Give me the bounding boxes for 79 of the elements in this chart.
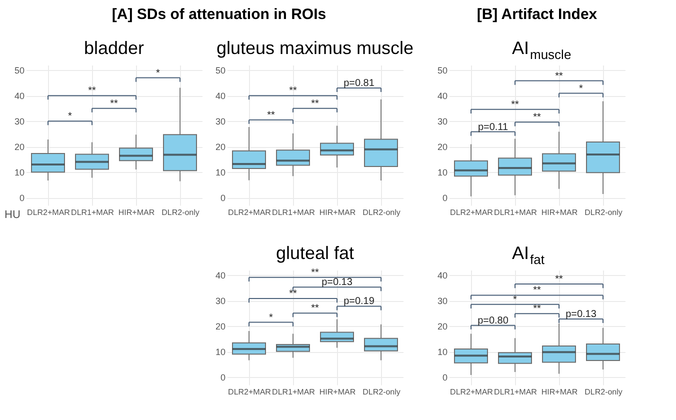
annotation: p=0.13 xyxy=(322,277,353,288)
annotation: ** xyxy=(289,86,297,97)
y-tick-label: 10 xyxy=(437,347,448,358)
x-tick-label: DLR2-only xyxy=(584,387,622,396)
x-tick-label: DLR2-only xyxy=(162,208,200,217)
x-tick-label: HIR+MAR xyxy=(118,208,155,217)
y-tick-label: 20 xyxy=(215,322,226,332)
x-tick-label: HIR+MAR xyxy=(541,208,578,217)
x-tick-label: HIR+MAR xyxy=(319,208,356,217)
annotation: * xyxy=(269,312,274,324)
x-tick-label: DLR2+MAR xyxy=(27,208,70,217)
annotation: ** xyxy=(511,99,519,110)
x-tick-label: DLR2-only xyxy=(362,208,400,217)
annotation: p=0.80 xyxy=(478,315,509,326)
text: [B] Artifact Index xyxy=(476,6,598,23)
y-tick-label: 50 xyxy=(14,66,24,76)
annotation: ** xyxy=(555,70,563,82)
y-tick-label: 10 xyxy=(14,168,24,178)
annotation: p=0.19 xyxy=(344,296,375,308)
y-tick-label: 40 xyxy=(14,91,24,102)
x-tick-label: DLR2+MAR xyxy=(450,208,494,217)
annotation: ** xyxy=(88,86,96,97)
annotation: ** xyxy=(311,303,319,314)
y-axis-title: HU xyxy=(4,208,20,221)
y-tick-label: 30 xyxy=(215,296,226,306)
y-tick-label: 50 xyxy=(437,66,448,76)
y-tick-label: 30 xyxy=(14,116,24,127)
x-tick-label: DLR2+MAR xyxy=(450,387,494,396)
y-tick-label: 0 xyxy=(220,372,226,383)
chart-title: gluteus maximus muscle xyxy=(216,38,414,58)
y-tick-label: 20 xyxy=(437,322,448,332)
x-tick-label: DLR1+MAR xyxy=(272,208,316,217)
y-tick-label: 0 xyxy=(442,193,448,204)
y-tick-label: 20 xyxy=(437,142,448,152)
y-tick-label: 20 xyxy=(14,142,24,152)
annotation: ** xyxy=(110,98,118,110)
x-tick-label: DLR1+MAR xyxy=(494,208,538,217)
annotation: * xyxy=(68,111,72,122)
annotation: p=0.13 xyxy=(566,308,597,320)
x-tick-label: DLR2-only xyxy=(584,208,622,217)
annotation: ** xyxy=(267,110,275,121)
y-tick-label: 10 xyxy=(215,347,226,358)
annotation: ** xyxy=(533,285,541,296)
y-tick-label: 40 xyxy=(437,270,448,281)
y-tick-label: 10 xyxy=(437,168,448,178)
y-tick-label: 0 xyxy=(442,372,448,383)
annotation: p=0.11 xyxy=(478,122,508,133)
x-tick-label: DLR2-only xyxy=(362,387,400,396)
y-tick-label: 50 xyxy=(215,66,226,76)
text: [A] SDs of attenuation in ROIs xyxy=(112,6,326,23)
chart-title: gluteal fat xyxy=(276,243,354,263)
y-tick-label: 20 xyxy=(215,142,226,152)
x-tick-label: HIR+MAR xyxy=(319,387,356,396)
annotation: * xyxy=(579,83,584,94)
y-tick-label: 40 xyxy=(437,91,448,102)
annotation: ** xyxy=(555,274,563,286)
annotation: ** xyxy=(533,304,541,315)
y-tick-label: 30 xyxy=(437,296,448,306)
chart-title: bladder xyxy=(84,38,144,58)
y-tick-label: 0 xyxy=(19,193,24,204)
annotation: * xyxy=(156,68,160,79)
y-tick-label: 30 xyxy=(215,116,226,127)
annotation: ** xyxy=(311,267,319,278)
x-tick-label: DLR2+MAR xyxy=(228,208,272,217)
y-tick-label: 30 xyxy=(437,116,448,127)
annotation: * xyxy=(513,294,518,306)
y-tick-label: 40 xyxy=(215,270,226,281)
annotation: p=0.81 xyxy=(344,78,375,89)
x-tick-label: DLR1+MAR xyxy=(494,387,538,396)
y-tick-label: 40 xyxy=(215,91,226,102)
annotation: ** xyxy=(311,98,319,110)
x-tick-label: DLR1+MAR xyxy=(71,208,114,217)
x-tick-label: DLR1+MAR xyxy=(272,387,316,396)
y-tick-label: 0 xyxy=(220,193,226,204)
y-tick-label: 10 xyxy=(215,168,226,178)
x-tick-label: HIR+MAR xyxy=(541,387,578,396)
annotation: ** xyxy=(533,112,541,124)
x-tick-label: DLR2+MAR xyxy=(228,387,272,396)
annotation: ** xyxy=(289,288,297,300)
